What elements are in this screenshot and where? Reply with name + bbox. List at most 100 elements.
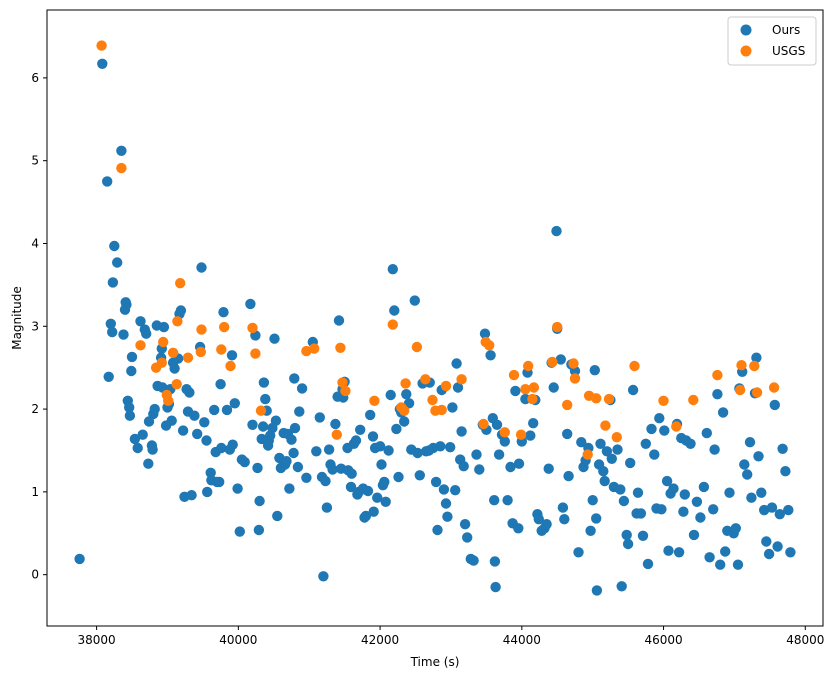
point-ours-82 [253, 524, 265, 536]
point-usgs-8 [167, 347, 179, 358]
point-ours-314 [772, 541, 783, 552]
point-usgs-1 [116, 162, 127, 174]
point-ours-152 [385, 389, 396, 401]
point-usgs-57 [603, 393, 615, 405]
point-usgs-56 [600, 420, 611, 431]
point-usgs-15 [216, 344, 227, 355]
point-ours-10 [118, 329, 129, 340]
point-ours-189 [468, 555, 479, 566]
point-ours-24 [141, 328, 152, 339]
point-usgs-33 [420, 374, 431, 385]
point-ours-310 [761, 536, 772, 547]
legend-marker-ours [740, 24, 752, 36]
point-ours-200 [491, 419, 503, 430]
point-ours-175 [438, 484, 450, 495]
point-ours-291 [715, 559, 726, 570]
point-ours-233 [573, 547, 584, 558]
point-usgs-43 [508, 369, 520, 381]
point-ours-147 [376, 459, 387, 470]
point-ours-307 [753, 451, 764, 462]
point-ours-36 [158, 321, 170, 333]
point-ours-230 [563, 470, 574, 482]
point-ours-71 [226, 350, 238, 361]
legend-label-ours: Ours [772, 23, 800, 37]
point-ours-258 [627, 384, 639, 396]
point-usgs-12 [182, 352, 194, 363]
point-ours-298 [732, 559, 744, 570]
point-ours-107 [292, 461, 304, 473]
point-ours-13 [121, 299, 132, 310]
point-ours-285 [698, 481, 710, 493]
point-ours-311 [763, 548, 775, 560]
point-usgs-14 [196, 324, 207, 335]
point-usgs-41 [484, 340, 495, 351]
point-ours-9 [116, 145, 127, 156]
point-usgs-39 [478, 418, 489, 430]
point-ours-81 [252, 462, 263, 474]
point-ours-8 [112, 257, 123, 268]
point-ours-317 [780, 466, 791, 477]
point-ours-286 [701, 427, 712, 439]
point-ours-104 [288, 447, 299, 459]
point-ours-198 [489, 556, 501, 567]
point-usgs-60 [658, 395, 669, 406]
point-usgs-62 [688, 394, 699, 406]
point-usgs-38 [456, 374, 467, 385]
point-ours-195 [485, 350, 496, 361]
point-ours-261 [635, 508, 647, 519]
point-ours-227 [557, 502, 569, 513]
point-ours-161 [403, 398, 415, 409]
point-usgs-17 [225, 360, 236, 372]
point-ours-208 [513, 523, 524, 534]
point-ours-75 [234, 526, 245, 537]
point-ours-292 [717, 407, 729, 418]
point-ours-17 [126, 365, 137, 377]
point-usgs-32 [411, 341, 423, 353]
point-ours-176 [440, 498, 452, 509]
point-ours-282 [688, 529, 700, 541]
point-ours-209 [513, 458, 525, 469]
y-tick-label: 2 [31, 402, 39, 416]
x-axis-label: Time (s) [410, 655, 460, 669]
point-ours-262 [637, 530, 649, 541]
point-ours-312 [766, 502, 778, 513]
point-ours-224 [551, 225, 562, 237]
point-usgs-49 [547, 356, 558, 368]
x-tick-label: 38000 [78, 633, 116, 647]
point-ours-4 [105, 318, 117, 329]
point-ours-281 [685, 438, 696, 449]
x-tick-label: 42000 [361, 633, 399, 647]
y-tick-label: 1 [31, 485, 39, 499]
point-ours-288 [708, 504, 719, 515]
point-ours-58 [201, 435, 212, 446]
point-ours-283 [691, 496, 703, 507]
point-ours-72 [227, 439, 238, 450]
point-ours-199 [490, 581, 501, 593]
point-ours-318 [783, 504, 794, 516]
points-layer [74, 40, 796, 596]
point-usgs-55 [591, 393, 602, 404]
point-ours-319 [785, 547, 796, 558]
point-ours-184 [456, 426, 467, 437]
point-usgs-64 [734, 384, 746, 396]
point-ours-186 [459, 519, 471, 530]
point-usgs-53 [569, 373, 581, 384]
point-ours-290 [712, 389, 723, 400]
point-ours-68 [218, 307, 229, 318]
point-ours-43 [169, 363, 180, 374]
point-usgs-36 [436, 404, 447, 416]
x-tick-label: 44000 [503, 633, 541, 647]
point-ours-279 [679, 489, 690, 500]
point-usgs-34 [427, 394, 438, 406]
point-ours-123 [333, 315, 345, 326]
point-ours-57 [199, 417, 210, 428]
point-ours-100 [281, 456, 292, 467]
point-ours-289 [709, 444, 720, 455]
point-ours-204 [502, 495, 513, 506]
point-ours-257 [625, 457, 636, 469]
point-ours-247 [601, 446, 613, 457]
point-usgs-61 [671, 421, 682, 432]
point-ours-47 [177, 425, 189, 436]
point-ours-115 [318, 571, 329, 582]
